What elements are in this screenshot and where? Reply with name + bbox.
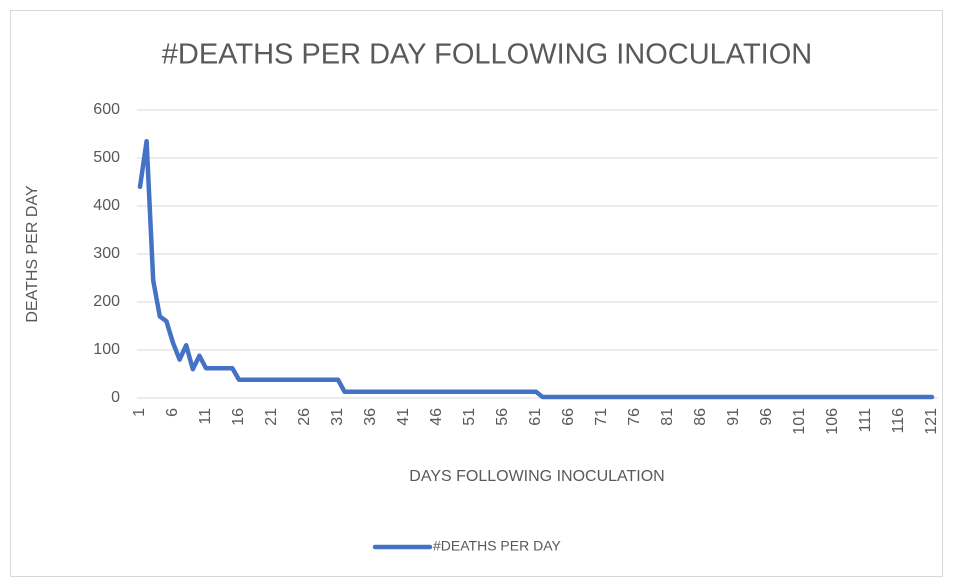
x-tick-label: 16 [230, 408, 247, 426]
data-line [137, 138, 935, 400]
x-tick-label: 31 [329, 408, 346, 426]
x-tick-label: 41 [395, 408, 412, 426]
x-tick-label: 86 [692, 408, 709, 426]
x-tick-label: 111 [857, 408, 874, 432]
x-tick-label: 61 [527, 408, 544, 426]
chart-frame [10, 10, 943, 577]
y-tick-label: 300 [93, 245, 120, 262]
y-tick-label: 0 [111, 389, 120, 406]
x-tick-label: 6 [164, 408, 181, 417]
x-tick-label: 91 [725, 408, 742, 426]
y-tick-label: 200 [93, 293, 120, 310]
x-tick-label: 121 [923, 408, 940, 435]
x-tick-label: 36 [362, 408, 379, 426]
x-tick-label: 46 [428, 408, 445, 426]
x-tick-label: 71 [593, 408, 610, 426]
x-tick-label: 101 [791, 408, 808, 435]
y-tick-label: 500 [93, 149, 120, 166]
y-tick-label: 400 [93, 197, 120, 214]
x-tick-label: 51 [461, 408, 478, 426]
x-axis-label: DAYS FOLLOWING INOCULATION [409, 468, 664, 485]
x-tick-label: 11 [197, 408, 214, 425]
x-tick-label: 66 [560, 408, 577, 426]
y-tick-label: 100 [93, 341, 120, 358]
x-tick-label: 81 [659, 408, 676, 426]
y-tick-label: 600 [93, 101, 120, 118]
x-tick-label: 106 [824, 408, 841, 435]
x-tick-label: 116 [890, 408, 907, 434]
x-tick-label: 96 [758, 408, 775, 426]
x-tick-label: 1 [131, 408, 148, 417]
chart-title: #DEATHS PER DAY FOLLOWING INOCULATION [162, 39, 812, 71]
x-tick-label: 21 [263, 408, 280, 426]
x-tick-label: 76 [626, 408, 643, 426]
y-axis-label: DEATHS PER DAY [24, 185, 41, 323]
x-tick-label: 26 [296, 408, 313, 426]
legend-label: #DEATHS PER DAY [433, 538, 562, 554]
x-tick-label: 56 [494, 408, 511, 426]
